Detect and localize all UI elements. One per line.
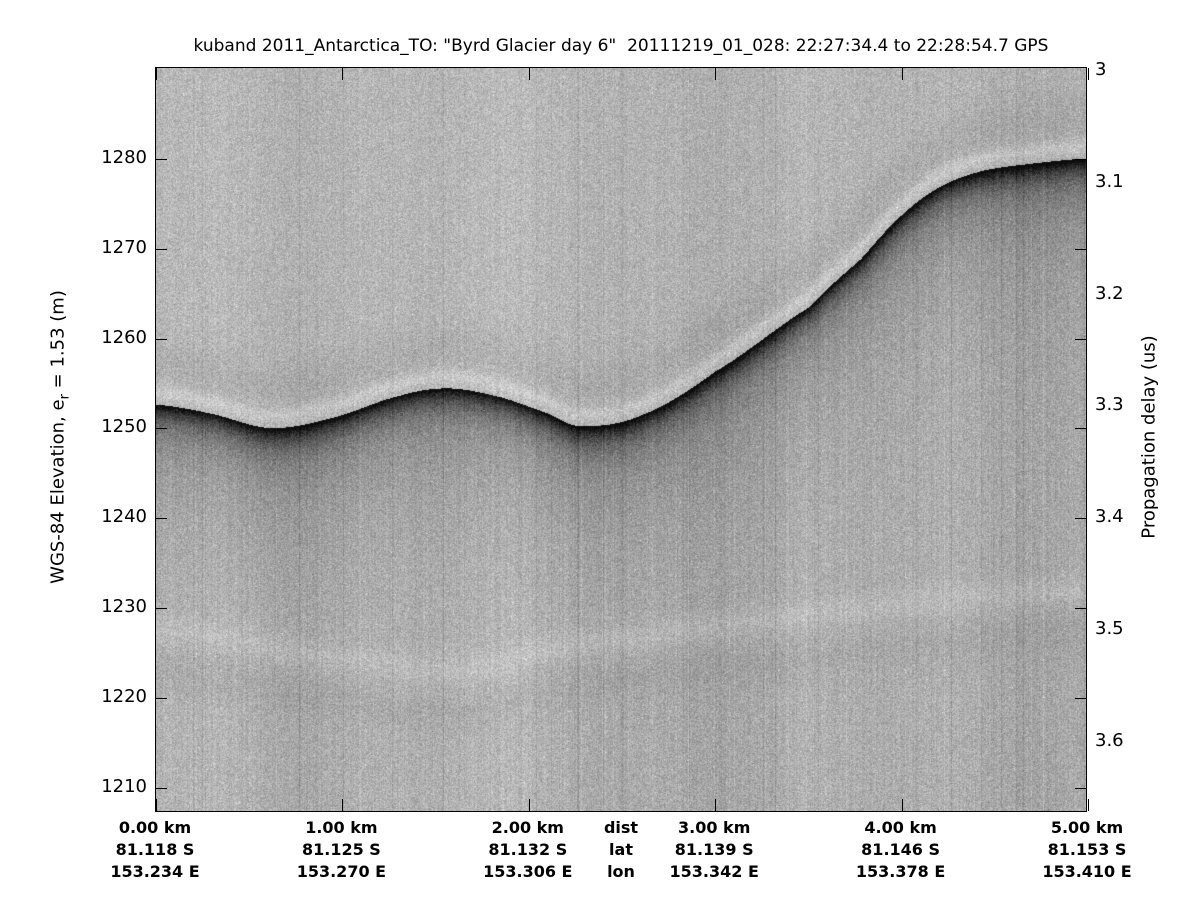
bottom-axis-column: 3.00 km 81.139 S 153.342 E	[639, 817, 789, 883]
elevation-tick-label: 1280	[101, 146, 147, 168]
elevation-tick-label: 1230	[101, 596, 147, 618]
bottom-axis-header-column: dist lat lon	[546, 817, 696, 883]
delay-tick-label: 3.6	[1095, 729, 1124, 751]
bottom-axis-lon-value: 153.270 E	[296, 862, 387, 881]
bottom-axis-dist-value: 2.00 km	[491, 818, 564, 837]
bottom-axis-lat-value: 81.153 S	[1047, 840, 1127, 859]
bottom-axis-lon-value: 153.306 E	[483, 862, 573, 881]
x-axis-tick-top	[715, 68, 716, 80]
elevation-tick-label: 1270	[101, 236, 147, 258]
bottom-axis-dist-value: 0.00 km	[118, 818, 192, 837]
delay-tick-label: 3.5	[1095, 617, 1124, 639]
bottom-axis-column: 4.00 km 81.146 S 153.378 E	[826, 817, 976, 883]
bottom-axis-lon-value: 153.342 E	[669, 862, 759, 881]
x-axis-tick-bottom	[715, 799, 716, 811]
elevation-tick-right	[1075, 608, 1086, 609]
elevation-tick-label: 1240	[101, 506, 147, 528]
x-axis-tick-top	[342, 68, 343, 80]
x-axis-tick-bottom	[156, 799, 157, 811]
bottom-axis-dist-value: 4.00 km	[864, 818, 937, 837]
bottom-axis-lat-value: lat	[609, 840, 633, 859]
delay-tick-label: 3	[1095, 59, 1107, 81]
delay-tick-label: 3.2	[1095, 282, 1124, 304]
left-axis-label-subscript: r	[57, 394, 73, 400]
bottom-axis-lat-value: 81.146 S	[861, 840, 941, 859]
x-axis-tick-bottom	[902, 799, 903, 811]
elevation-tick-right	[1075, 249, 1086, 250]
elevation-tick-left	[156, 249, 167, 250]
bottom-axis-column: 0.00 km 81.118 S 153.234 E	[80, 817, 230, 883]
delay-tick-label: 3.1	[1095, 171, 1124, 193]
bottom-axis-lat-value: 81.132 S	[488, 840, 568, 859]
bottom-axis-dist-value: 5.00 km	[1050, 818, 1124, 837]
bottom-axis-column: 2.00 km 81.132 S 153.306 E	[453, 817, 603, 883]
elevation-tick-label: 1250	[101, 416, 147, 438]
bottom-axis-lat-value: 81.139 S	[674, 840, 754, 859]
bottom-axis-lon-value: 153.234 E	[110, 862, 200, 881]
bottom-axis-lat-value: 81.125 S	[301, 840, 381, 859]
bottom-axis-lon-value: lon	[607, 862, 635, 881]
elevation-tick-left	[156, 428, 167, 429]
bottom-axis-lon-value: 153.378 E	[855, 862, 946, 881]
echogram-plot-area	[155, 67, 1089, 812]
elevation-tick-right	[1075, 428, 1086, 429]
elevation-tick-label: 1210	[101, 775, 147, 797]
elevation-tick-right	[1075, 159, 1086, 160]
x-axis-tick-top	[1088, 68, 1089, 80]
delay-tick-label: 3.4	[1095, 506, 1124, 528]
bottom-axis-column: 5.00 km 81.153 S 153.410 E	[1012, 817, 1162, 883]
elevation-tick-left	[156, 698, 167, 699]
x-axis-tick-bottom	[1088, 799, 1089, 811]
bottom-axis-lat-value: 81.118 S	[115, 840, 195, 859]
bottom-axis-dist-value: dist	[603, 818, 639, 837]
delay-tick-label: 3.3	[1095, 394, 1124, 416]
x-axis-tick-bottom	[529, 799, 530, 811]
elevation-tick-left	[156, 788, 167, 789]
bottom-axis-lon-value: 153.410 E	[1042, 862, 1132, 881]
bottom-axis-dist-value: 1.00 km	[305, 818, 378, 837]
x-axis-tick-top	[156, 68, 157, 80]
x-axis-tick-bottom	[342, 799, 343, 811]
elevation-tick-left	[156, 518, 167, 519]
elevation-tick-left	[156, 608, 167, 609]
x-axis-tick-top	[529, 68, 530, 80]
elevation-tick-right	[1075, 339, 1086, 340]
x-axis-tick-top	[902, 68, 903, 80]
elevation-tick-left	[156, 159, 167, 160]
elevation-tick-right	[1075, 788, 1086, 789]
elevation-tick-left	[156, 339, 167, 340]
elevation-tick-right	[1075, 518, 1086, 519]
elevation-tick-label: 1220	[101, 685, 147, 707]
elevation-tick-right	[1075, 698, 1086, 699]
plot-title: kuband 2011_Antarctica_TO: "Byrd Glacier…	[193, 36, 1049, 56]
elevation-tick-label: 1260	[101, 326, 147, 348]
bottom-axis-dist-value: 3.00 km	[678, 818, 751, 837]
bottom-axis-column: 1.00 km 81.125 S 153.270 E	[266, 817, 416, 883]
echogram-image	[156, 68, 1086, 811]
